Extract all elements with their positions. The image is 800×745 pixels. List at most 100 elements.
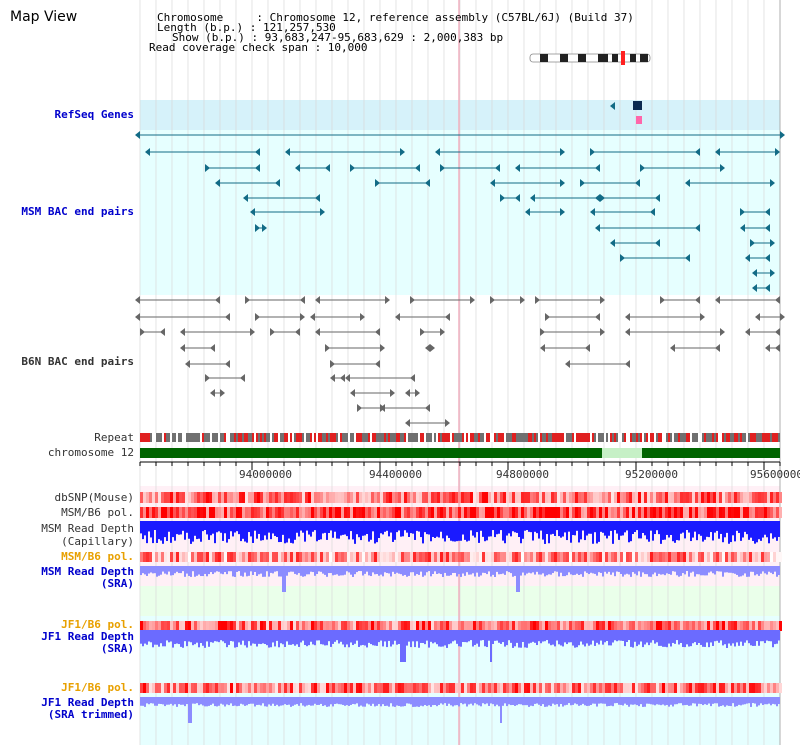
depth-bar	[538, 697, 540, 705]
depth-bar	[156, 521, 158, 543]
heat-cell	[398, 492, 401, 503]
heat-cell	[464, 552, 467, 562]
msm-bac-pair-end	[770, 269, 775, 277]
heat-cell	[377, 492, 380, 503]
repeat-cell	[558, 433, 560, 442]
depth-bar	[720, 521, 722, 534]
depth-bar	[372, 521, 374, 532]
repeat-cell	[640, 433, 642, 442]
depth-bar	[230, 697, 232, 704]
track-label-msm-depth-cap: MSM Read Depth	[41, 522, 134, 535]
msm-bac-pair-end	[145, 148, 150, 156]
depth-bar	[280, 697, 282, 706]
msm-bac-pair-end	[490, 179, 495, 187]
depth-bar	[286, 566, 288, 576]
heat-cell	[416, 552, 419, 562]
depth-bar	[576, 697, 578, 705]
depth-bar	[462, 630, 464, 643]
msm-bac-track[interactable]	[135, 131, 785, 292]
depth-bar	[634, 566, 636, 574]
depth-bar	[394, 697, 396, 707]
depth-bar	[618, 697, 620, 705]
depth-bar	[140, 566, 142, 576]
heat-cell	[470, 507, 473, 518]
heat-cell	[224, 552, 227, 562]
heat-cell	[233, 683, 236, 693]
heat-cell	[584, 552, 587, 562]
heat-cell	[212, 507, 215, 518]
depth-bar	[408, 521, 410, 537]
depth-bar	[460, 630, 462, 647]
heat-cell	[593, 507, 596, 518]
depth-bar	[676, 697, 678, 705]
depth-bar	[390, 697, 392, 704]
repeat-cell	[202, 433, 204, 442]
depth-bar	[414, 630, 416, 648]
b6n-bac-track[interactable]	[135, 296, 785, 427]
depth-bar	[480, 630, 482, 641]
ideogram-band	[612, 54, 618, 62]
heat-cell	[200, 683, 203, 693]
depth-bar	[726, 697, 728, 706]
depth-bar	[246, 697, 248, 706]
heat-cell	[557, 492, 560, 503]
heat-cell	[674, 621, 677, 631]
repeat-cell	[378, 433, 380, 442]
depth-bar	[238, 697, 240, 706]
heat-cell	[548, 552, 551, 562]
heat-cell	[479, 507, 482, 518]
repeat-cell	[366, 433, 368, 442]
heat-cell	[218, 507, 221, 518]
repeat-cell	[150, 433, 152, 442]
heat-cell	[725, 552, 728, 562]
depth-bar	[510, 521, 512, 537]
depth-bar	[742, 566, 744, 576]
heat-cell	[473, 507, 476, 518]
chromosome-ideogram[interactable]	[529, 51, 651, 65]
repeat-cell	[220, 433, 222, 442]
heat-cell	[440, 683, 443, 693]
heat-cell	[389, 552, 392, 562]
heat-cell	[428, 621, 431, 631]
depth-bar	[282, 566, 284, 592]
b6n-bac-pair-end	[390, 389, 395, 397]
heat-cell	[434, 492, 437, 503]
depth-bar	[428, 697, 430, 706]
depth-bar	[506, 630, 508, 646]
repeat-cell	[696, 433, 698, 442]
heat-cell	[572, 621, 575, 631]
depth-bar	[332, 697, 334, 707]
repeat-cell	[282, 433, 284, 442]
msm-bac-pair-end	[375, 179, 380, 187]
refseq-track[interactable]	[610, 101, 642, 124]
depth-bar	[322, 697, 324, 706]
track-label-refseq[interactable]: RefSeq Genes	[54, 108, 134, 121]
depth-bar	[750, 630, 752, 646]
repeat-cell	[762, 433, 764, 442]
depth-bar	[732, 566, 734, 574]
depth-bar	[636, 697, 638, 706]
depth-bar	[772, 566, 774, 575]
info-length: Length (b.p.) : 121,257,530	[157, 21, 336, 34]
track-label-msm-bac[interactable]: MSM BAC end pairs	[21, 205, 134, 218]
heat-cell	[737, 683, 740, 693]
depth-bar	[708, 521, 710, 538]
heat-cell	[734, 507, 737, 518]
depth-bar	[198, 521, 200, 539]
heat-cell	[668, 492, 671, 503]
depth-bar	[230, 566, 232, 572]
depth-bar	[494, 521, 496, 538]
repeat-cell	[568, 433, 570, 442]
b6n-bac-pair-end	[205, 374, 210, 382]
track-label-b6n-bac[interactable]: B6N BAC end pairs	[21, 355, 134, 368]
depth-bar	[492, 566, 494, 575]
depth-bar	[338, 697, 340, 705]
depth-bar	[674, 630, 676, 644]
heat-cell	[170, 552, 173, 562]
heat-cell	[359, 683, 362, 693]
b6n-bac-pair-end	[420, 328, 425, 336]
repeat-cell	[442, 433, 444, 442]
heat-cell	[332, 507, 335, 518]
heat-cell	[662, 492, 665, 503]
heat-cell	[476, 507, 479, 518]
